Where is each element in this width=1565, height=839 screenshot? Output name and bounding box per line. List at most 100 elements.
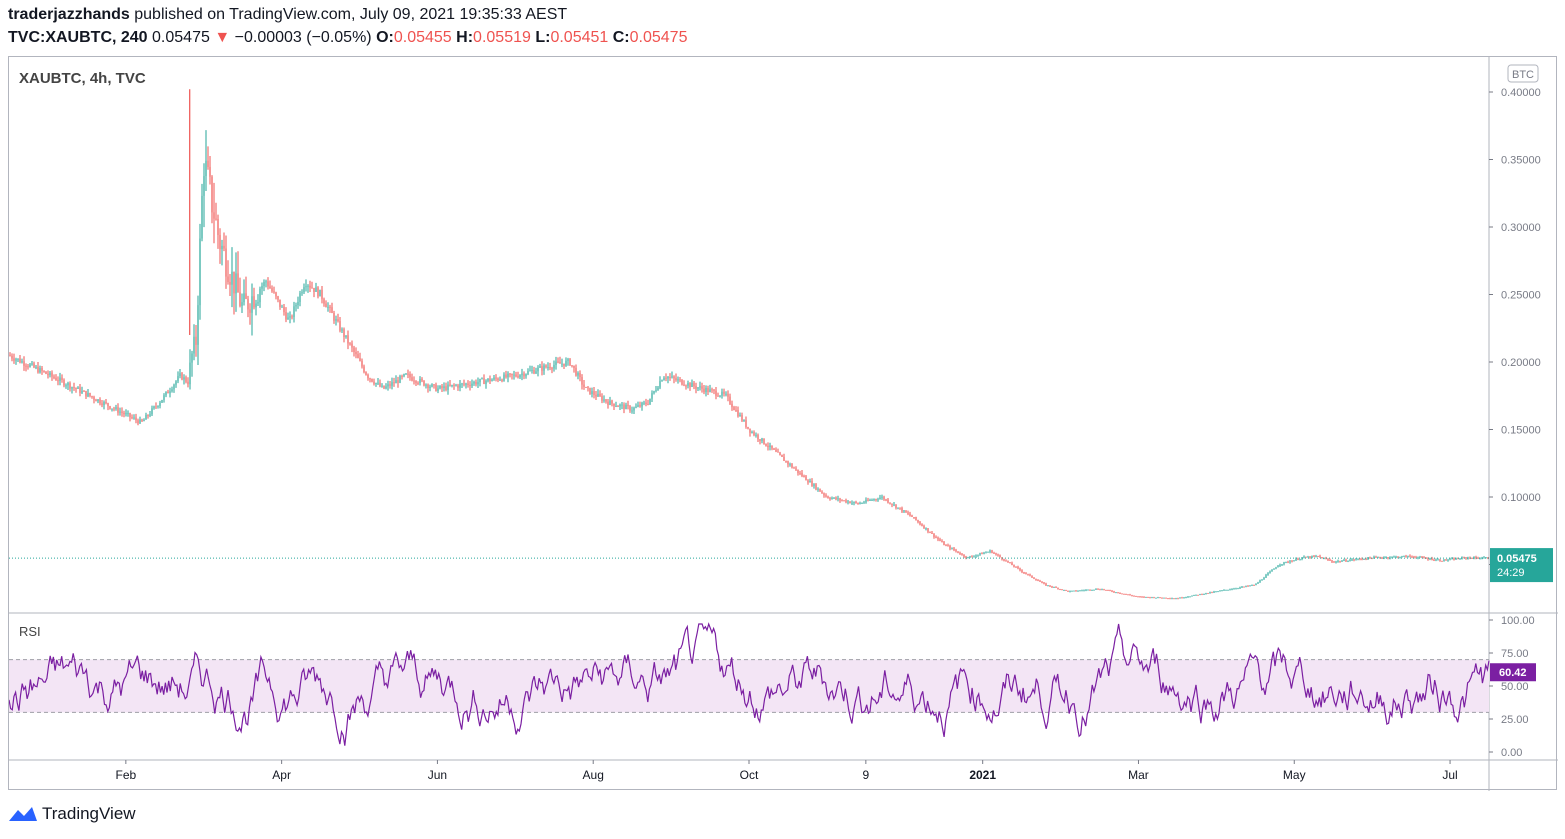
candle-body bbox=[359, 358, 361, 361]
candle-body bbox=[149, 414, 151, 416]
candle-body bbox=[1261, 579, 1263, 581]
candle-body bbox=[575, 367, 577, 376]
candle-body bbox=[1157, 597, 1159, 599]
candle-body bbox=[263, 281, 265, 287]
candle-body bbox=[1343, 559, 1345, 561]
candle-body bbox=[747, 426, 749, 429]
candle-body bbox=[423, 380, 425, 386]
candle-body bbox=[1327, 558, 1329, 560]
candle-body bbox=[719, 395, 721, 397]
candle-body bbox=[597, 393, 599, 397]
candle-body bbox=[1197, 594, 1199, 596]
candle-body bbox=[367, 374, 369, 379]
candle-body bbox=[843, 500, 845, 502]
candle-body bbox=[1155, 597, 1157, 599]
candle-body bbox=[1237, 588, 1239, 590]
candle-body bbox=[559, 361, 561, 364]
candle-body bbox=[107, 403, 109, 407]
candle-body bbox=[857, 502, 859, 505]
footer-brand[interactable]: TradingView bbox=[8, 804, 136, 824]
candle-body bbox=[751, 432, 753, 434]
candle-body bbox=[643, 402, 645, 404]
candle-body bbox=[743, 420, 745, 422]
candle-body bbox=[1127, 594, 1129, 596]
chart-svg[interactable]: 0.050000.100000.150000.200000.250000.300… bbox=[9, 57, 1558, 791]
candle-body bbox=[799, 472, 801, 474]
candle-body bbox=[1243, 586, 1245, 588]
candle-body bbox=[563, 363, 565, 366]
candle-body bbox=[131, 417, 133, 419]
candle-body bbox=[1085, 589, 1087, 591]
candle-body bbox=[1175, 598, 1177, 600]
candle-body bbox=[477, 382, 479, 385]
candle-body bbox=[615, 406, 617, 408]
candle-body bbox=[407, 373, 409, 375]
candle-body bbox=[863, 502, 865, 504]
candle-body bbox=[1347, 561, 1349, 563]
candle-body bbox=[29, 364, 31, 367]
candle-body bbox=[1109, 590, 1111, 592]
candle-body bbox=[491, 379, 493, 382]
candle-body bbox=[1043, 582, 1045, 584]
candle-body bbox=[433, 384, 435, 386]
candle-body bbox=[1223, 589, 1225, 591]
candle-body bbox=[1139, 596, 1141, 598]
candle-body bbox=[789, 464, 791, 466]
candle-body bbox=[585, 386, 587, 388]
candle-body bbox=[457, 385, 459, 388]
currency-badge[interactable] bbox=[1507, 64, 1539, 83]
candle-body bbox=[117, 407, 119, 413]
candle-body bbox=[463, 383, 465, 385]
author-name[interactable]: traderjazzhands bbox=[8, 6, 130, 23]
candle-body bbox=[983, 552, 985, 555]
candle-body bbox=[267, 281, 269, 287]
candle-body bbox=[541, 366, 543, 371]
candle-body bbox=[681, 379, 683, 385]
candle-body bbox=[455, 385, 457, 387]
candle-body bbox=[931, 532, 933, 534]
candle-body bbox=[1163, 597, 1165, 599]
candle-body bbox=[21, 361, 23, 363]
candle-body bbox=[851, 502, 853, 504]
candle-body bbox=[577, 373, 579, 376]
candle-body bbox=[435, 384, 437, 392]
candle-body bbox=[1455, 558, 1457, 560]
candle-body bbox=[125, 413, 127, 415]
candle-body bbox=[1411, 556, 1413, 558]
candle-body bbox=[1397, 556, 1399, 558]
candle-body bbox=[39, 368, 41, 373]
candle-body bbox=[531, 370, 533, 372]
candle-body bbox=[557, 361, 559, 363]
candle-body bbox=[1143, 596, 1145, 598]
candle-body bbox=[657, 387, 659, 391]
candle-body bbox=[387, 384, 389, 387]
candle-body bbox=[989, 550, 991, 552]
candle-body bbox=[1059, 589, 1061, 591]
candle-body bbox=[1475, 557, 1477, 559]
candle-body bbox=[415, 381, 417, 383]
candle-body bbox=[1195, 594, 1197, 596]
candle-body bbox=[721, 391, 723, 396]
candle-body bbox=[1363, 558, 1365, 560]
candle-body bbox=[565, 360, 567, 366]
candle-body bbox=[1081, 590, 1083, 592]
candle-body bbox=[749, 428, 751, 433]
candle-body bbox=[1045, 583, 1047, 586]
rsi-value-label: 60.42 bbox=[1499, 667, 1527, 679]
candle-body bbox=[521, 373, 523, 376]
candle-body bbox=[189, 362, 191, 385]
candle-body bbox=[1083, 590, 1085, 592]
candle-body bbox=[805, 476, 807, 481]
candle-body bbox=[673, 376, 675, 379]
candle-body bbox=[229, 281, 231, 285]
candle-body bbox=[553, 364, 555, 369]
chart-frame[interactable]: 0.050000.100000.150000.200000.250000.300… bbox=[8, 56, 1558, 791]
close-value: 0.05475 bbox=[629, 29, 688, 46]
candle-body bbox=[217, 219, 219, 235]
candle-body bbox=[1259, 580, 1261, 583]
candle-body bbox=[1353, 559, 1355, 561]
candle-body bbox=[169, 391, 171, 394]
candle-body bbox=[741, 415, 743, 421]
candle-body bbox=[1409, 555, 1411, 557]
candle-body bbox=[335, 319, 337, 321]
